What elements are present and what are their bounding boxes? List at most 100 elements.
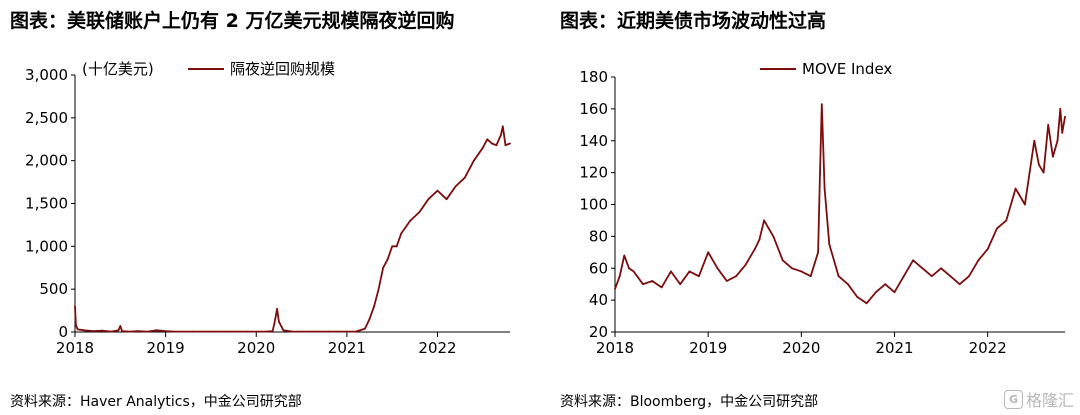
data-point [820,103,823,105]
data-point [201,330,203,333]
data-point [427,198,430,201]
data-point [614,288,616,290]
data-point [679,283,682,286]
data-point [355,330,357,333]
data-point [119,325,122,327]
watermark-text: 格隆汇 [1025,391,1074,410]
data-point [400,232,403,235]
data-point [763,219,765,222]
y-tick-label: 20 [589,323,608,341]
data-point [83,329,85,332]
data-point [772,235,775,238]
data-point [1028,171,1031,174]
data-point [698,275,700,278]
y-tick-label: 60 [589,259,608,277]
panel-left: 图表：美联储账户上仍有 2 万亿美元规模隔夜逆回购 0 500 1,000 1,500… [10,0,530,415]
data-point [707,251,710,254]
data-point [735,275,737,278]
data-point [495,144,498,147]
data-point [255,330,258,333]
data-point [651,280,654,282]
data-point [744,264,747,266]
unit-label: (十亿美元) [82,60,154,78]
data-point [986,248,989,251]
data-point [146,330,149,333]
y-tick-label: 2,500 [25,109,68,127]
data-point [996,227,998,230]
data-point [128,330,131,333]
data-point [716,267,719,270]
data-point [117,329,120,332]
data-point [395,245,398,248]
data-point [618,275,621,278]
data-point [454,185,457,188]
data-point [276,308,278,310]
y-tick-label: 140 [579,132,608,150]
data-point [364,327,366,330]
x-tick-label: 2018 [56,339,94,357]
data-point [1042,171,1045,174]
data-point [110,330,113,333]
data-point [481,146,484,149]
data-point [1038,163,1040,166]
data-point [1056,139,1059,142]
data-point [1024,203,1026,206]
panel-right: 图表：近期美债市场波动性过高 20 40 60 80 100 120 140 160 180 20… [560,0,1075,415]
data-point [137,330,140,332]
data-point [781,259,784,262]
data-point [725,280,728,282]
data-point [921,267,924,270]
legend-label: 隔夜逆回购规模 [230,60,335,78]
data-point [373,305,375,308]
data-point [670,270,672,273]
data-point [472,159,475,162]
data-point [660,286,663,289]
data-point [753,248,756,251]
data-point [504,144,507,147]
data-point [491,142,493,145]
data-point [902,275,905,278]
data-point [823,187,826,190]
data-point [121,330,123,332]
data-point [191,330,194,333]
data-point [246,330,249,333]
data-point [642,283,644,286]
data-point [856,296,859,298]
data-point [75,324,77,326]
x-tick-label: 2018 [596,339,634,357]
y-tick-label: 120 [579,164,608,182]
data-point [930,275,933,278]
data-point [418,211,421,214]
data-point [74,305,76,308]
data-point [237,330,240,333]
data-point [463,176,466,179]
y-tick-label: 80 [589,227,608,245]
y-tick-label: 0 [58,323,68,341]
data-point [758,238,761,241]
data-point [445,198,448,201]
data-point [486,138,489,141]
data-point [1059,108,1062,110]
chart-title: 图表：近期美债市场波动性过高 [560,10,827,32]
series-line [614,103,1066,305]
data-point [767,227,770,230]
data-point [791,267,793,270]
data-point [632,270,635,273]
data-point [155,329,158,332]
data-point [173,330,176,333]
source-note: 资料来源：Bloomberg，中金公司研究部 [560,394,819,410]
y-tick-label: 40 [589,291,608,309]
data-point [309,330,312,333]
data-point [382,266,384,269]
data-point [228,330,231,333]
data-point [940,267,942,270]
data-point [893,291,896,294]
y-tick-label: 3,000 [25,66,68,84]
data-point [76,328,79,331]
data-point [273,322,276,325]
chart-title: 图表：美联储账户上仍有 2 万亿美元规模隔夜逆回购 [10,10,455,32]
gelonghui-logo-icon: G [1003,389,1023,409]
data-point [377,288,380,291]
data-point [819,171,821,174]
data-point [800,270,803,273]
